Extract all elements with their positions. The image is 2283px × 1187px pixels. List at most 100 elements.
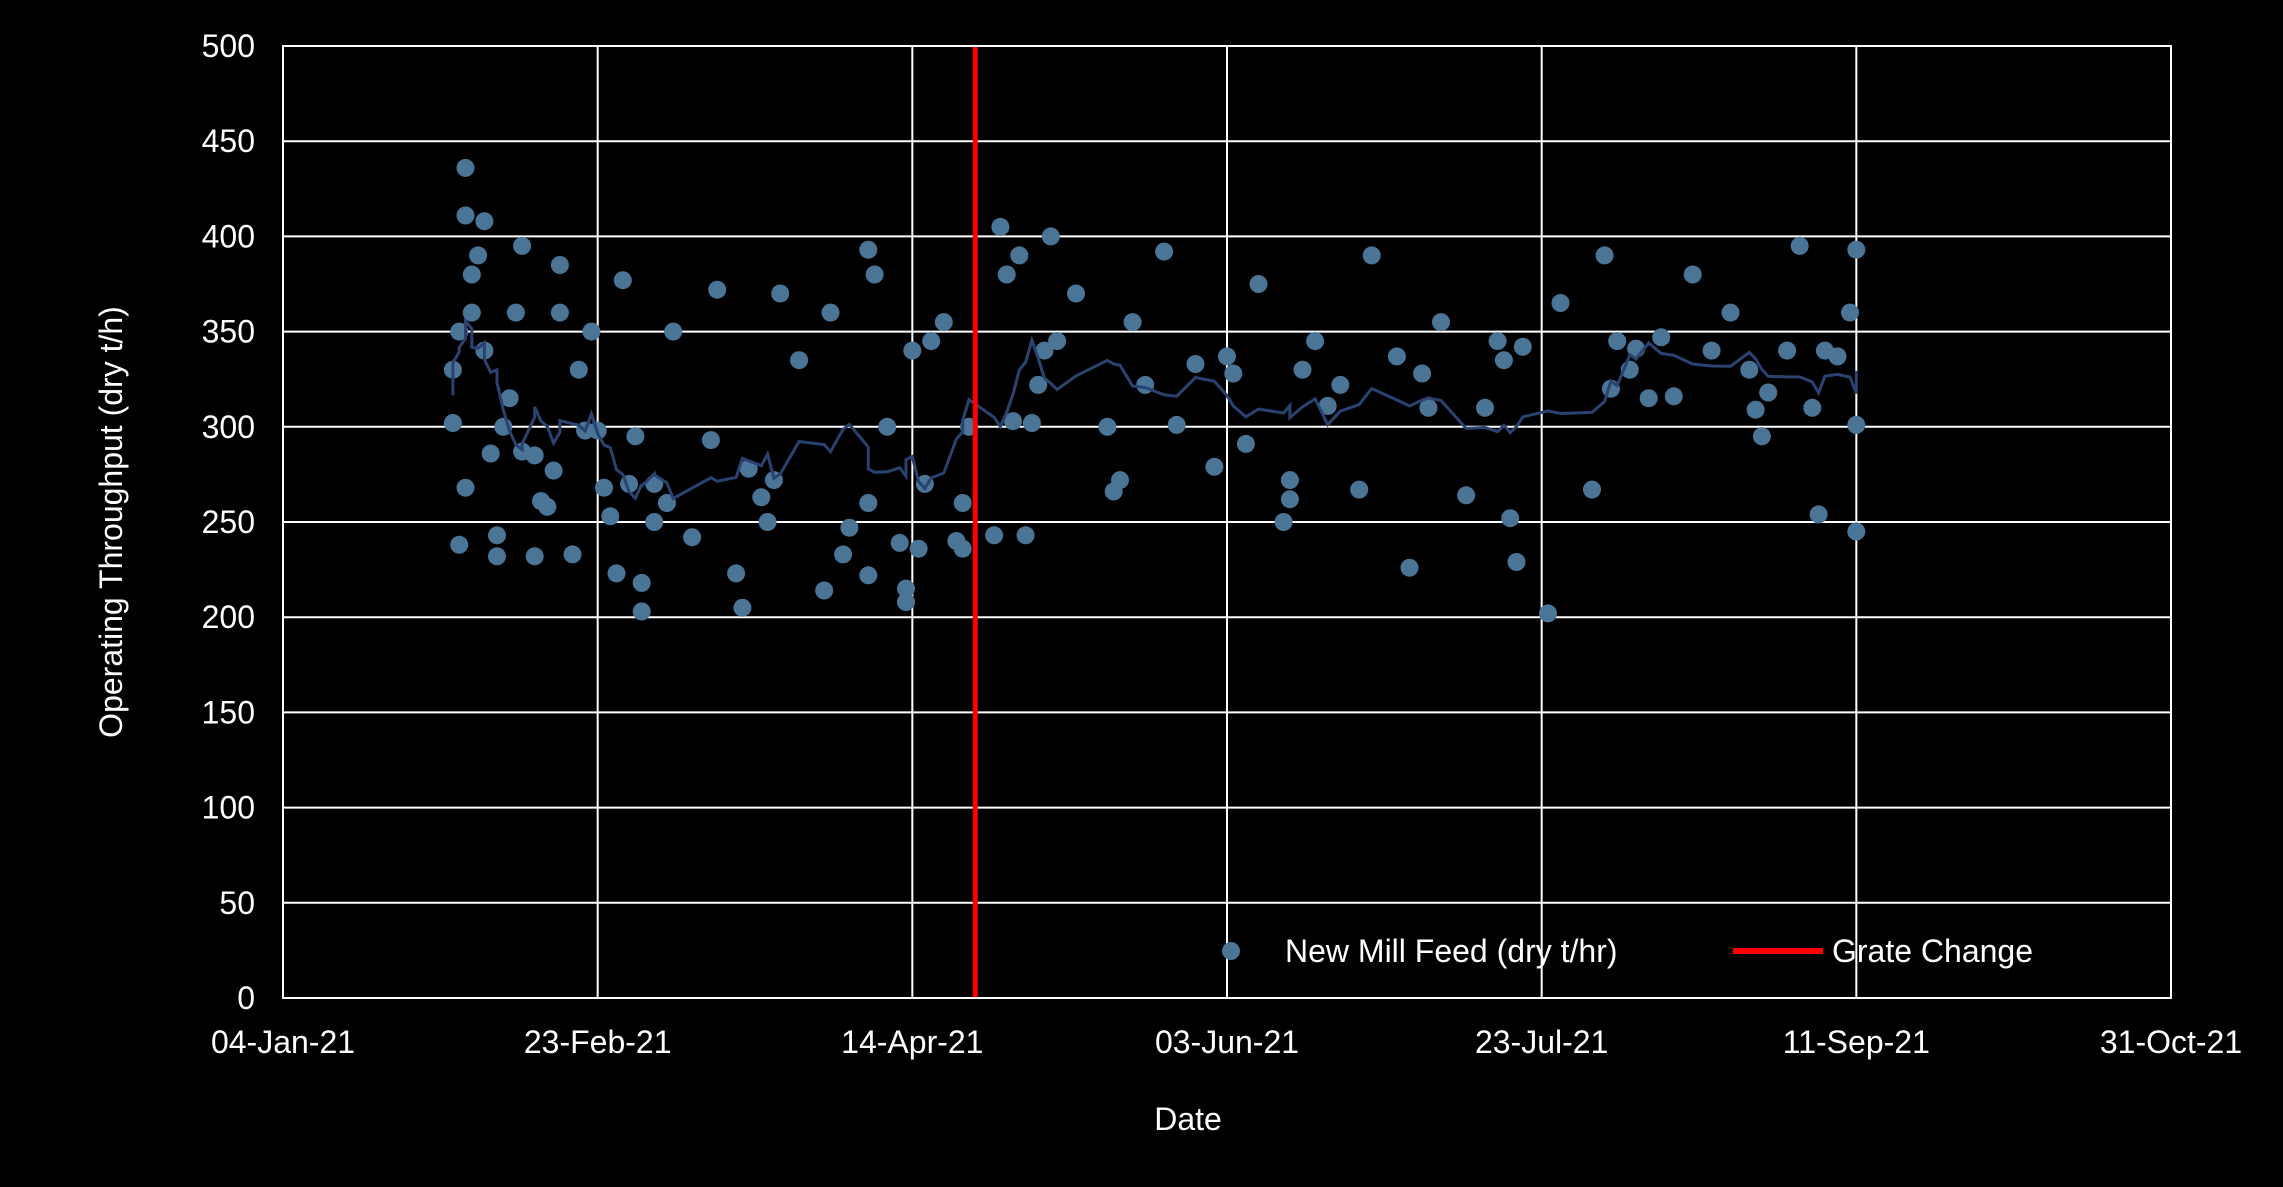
scatter-point-14	[488, 547, 506, 566]
scatter-point-58	[840, 518, 859, 537]
scatter-point-120	[1507, 553, 1526, 571]
scatter-point-26	[550, 303, 569, 322]
scatter-point-8	[462, 303, 481, 322]
y-axis-tick-labels: 0 50 100 150 200 250 300 350 400 450 500	[202, 28, 255, 1016]
scatter-point-109	[1362, 246, 1381, 265]
scatter-point-79	[1004, 412, 1022, 431]
x-tick-label-5: 11-Sep-21	[1783, 1024, 1930, 1060]
scatter-point-18	[513, 236, 532, 255]
scatter-point-67	[903, 341, 922, 360]
scatter-point-45	[701, 431, 720, 450]
scatter-point-48	[733, 598, 752, 617]
scatter-point-136	[1740, 360, 1759, 379]
scatter-point-21	[525, 446, 544, 465]
scatter-point-46	[708, 280, 727, 299]
legend: New Mill Feed (dry t/hr) Grate Change	[1222, 933, 2033, 969]
scatter-point-81	[1016, 526, 1035, 545]
scatter-point-51	[758, 513, 777, 531]
y-tick-label-200: 200	[202, 599, 255, 635]
y-tick-label-150: 150	[202, 694, 255, 730]
scatter-point-139	[1759, 383, 1778, 402]
y-tick-label-450: 450	[202, 123, 255, 159]
scatter-point-59	[859, 240, 878, 259]
scatter-point-7	[462, 265, 481, 284]
scatter-point-74	[953, 494, 972, 512]
scatter-point-0	[443, 414, 462, 432]
scatter-point-132	[1664, 387, 1683, 406]
x-axis-label: Date	[1154, 1101, 1222, 1137]
scatter-point-146	[1841, 303, 1859, 322]
scatter-point-62	[865, 265, 884, 284]
scatter-point-143	[1809, 505, 1828, 524]
scatter-point-130	[1639, 389, 1658, 408]
scatter-point-124	[1583, 480, 1601, 499]
scatter-point-98	[1224, 364, 1243, 383]
scatter-point-134	[1702, 341, 1721, 360]
scatter-point-101	[1274, 513, 1293, 531]
y-tick-label-500: 500	[202, 28, 255, 64]
scatter-point-84	[1035, 341, 1054, 360]
scatter-point-9	[469, 246, 488, 265]
scatter-point-73	[953, 539, 972, 558]
scatter-point-116	[1476, 398, 1494, 417]
scatter-point-77	[991, 217, 1010, 236]
scatter-point-30	[582, 322, 601, 341]
scatter-point-5	[456, 206, 475, 225]
x-axis-tick-labels: 04-Jan-21 23-Feb-21 14-Apr-21 03-Jun-21 23-J…	[211, 1024, 2242, 1060]
moving-average-line	[451, 316, 1858, 501]
y-tick-label-300: 300	[202, 409, 255, 445]
scatter-point-66	[897, 593, 915, 611]
scatter-point-12	[481, 444, 500, 463]
legend-label-grate-change: Grate Change	[1832, 933, 2033, 969]
scatter-point-127	[1608, 332, 1627, 351]
scatter-point-2	[450, 322, 469, 341]
x-tick-label-4: 23-Jul-21	[1475, 1024, 1608, 1060]
scatter-point-55	[815, 581, 834, 600]
scatter-point-91	[1123, 313, 1142, 332]
scatter-point-141	[1790, 236, 1809, 255]
scatter-point-57	[834, 545, 853, 564]
scatter-point-110	[1387, 347, 1406, 366]
scatter-point-65	[897, 579, 915, 598]
x-tick-label-1: 23-Feb-21	[524, 1024, 672, 1060]
scatter-point-148	[1847, 522, 1866, 541]
scatter-point-82	[1022, 414, 1041, 432]
scatter-point-90	[1111, 471, 1129, 490]
scatter-point-10	[475, 212, 494, 231]
scatter-point-135	[1721, 303, 1740, 322]
scatter-point-96	[1205, 457, 1224, 476]
scatter-point-99	[1236, 434, 1255, 453]
scatter-point-6	[456, 158, 475, 177]
scatter-point-4	[456, 478, 475, 497]
scatter-point-122	[1539, 604, 1557, 623]
scatter-point-34	[607, 564, 626, 583]
scatter-point-47	[727, 564, 746, 583]
y-tick-label-100: 100	[202, 790, 255, 826]
scatter-point-147	[1847, 415, 1866, 434]
scatter-point-17	[506, 303, 525, 322]
scatter-point-54	[790, 351, 809, 370]
x-tick-label-0: 04-Jan-21	[211, 1024, 355, 1060]
legend-label-new-mill-feed: New Mill Feed (dry t/hr)	[1285, 933, 1618, 969]
scatter-point-102	[1280, 471, 1299, 490]
scatter-point-42	[657, 494, 676, 512]
scatter-point-133	[1683, 265, 1702, 284]
scatter-point-3	[450, 535, 469, 554]
scatter-point-71	[934, 313, 953, 332]
scatter-point-121	[1513, 337, 1532, 356]
scatter-point-35	[613, 271, 632, 290]
scatter-point-56	[821, 303, 840, 322]
scatter-point-53	[771, 284, 790, 303]
scatter-point-138	[1752, 427, 1771, 446]
scatter-point-88	[1098, 417, 1117, 436]
scatter-point-23	[538, 497, 557, 516]
scatter-point-37	[626, 427, 645, 446]
scatter-point-123	[1551, 294, 1570, 312]
scatter-point-106	[1318, 396, 1337, 415]
scatter-point-63	[878, 417, 897, 436]
scatter-point-113	[1419, 398, 1438, 417]
x-tick-label-3: 03-Jun-21	[1155, 1024, 1299, 1060]
scatter-point-50	[752, 488, 771, 507]
scatter-point-114	[1432, 313, 1450, 332]
